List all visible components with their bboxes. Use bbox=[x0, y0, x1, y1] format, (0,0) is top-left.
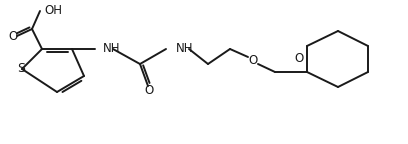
Text: O: O bbox=[248, 54, 257, 68]
Text: O: O bbox=[295, 53, 304, 66]
Text: O: O bbox=[144, 85, 154, 97]
Text: NH: NH bbox=[176, 41, 193, 54]
Text: O: O bbox=[9, 30, 18, 42]
Text: OH: OH bbox=[44, 3, 62, 17]
Text: S: S bbox=[17, 61, 25, 74]
Text: NH: NH bbox=[103, 41, 120, 54]
